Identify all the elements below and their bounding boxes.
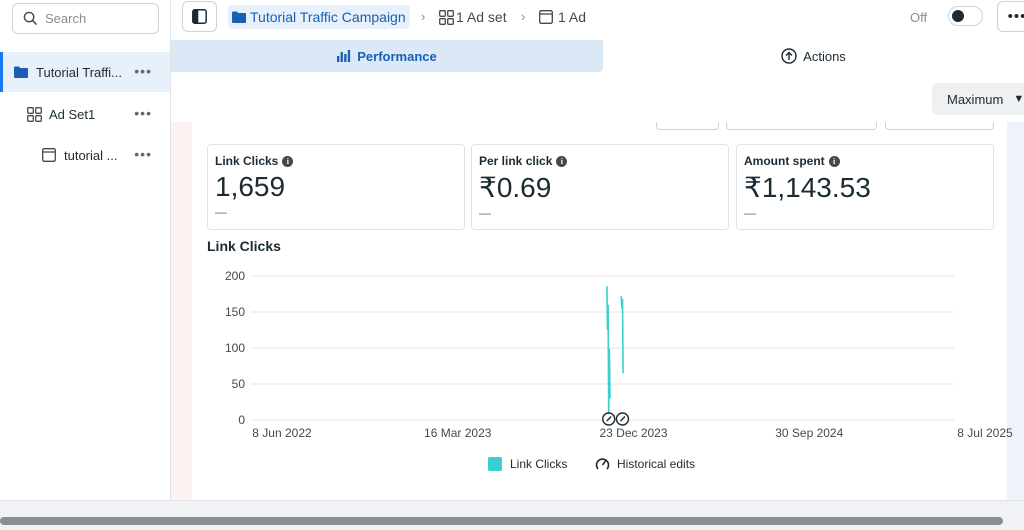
tab-actions-label: Actions: [803, 48, 846, 64]
search-box[interactable]: [12, 3, 159, 34]
toggle-knob: [952, 10, 964, 22]
y-tick-label: 150: [225, 305, 245, 319]
x-tick-label: 30 Sep 2024: [775, 426, 843, 440]
folder-icon: [13, 64, 29, 80]
grid-icon: [439, 9, 454, 25]
link-clicks-chart: 0 50 100 150 200 8 Jun 2022 16 Mar 2023 23 Dec …: [225, 269, 1013, 440]
sidebar-item-label: Ad Set1: [49, 106, 96, 122]
filter-button[interactable]: [656, 122, 719, 130]
more-options-icon[interactable]: •••: [134, 105, 152, 121]
sidebar-item-adset[interactable]: Ad Set1 •••: [0, 94, 170, 134]
metric-title: Per link click: [479, 154, 553, 168]
historical-edit-marker: [606, 416, 612, 422]
scrollbar-thumb[interactable]: [0, 517, 1003, 525]
legend-label: Link Clicks: [510, 457, 568, 471]
metric-title-wrap: Per link click i: [479, 154, 721, 168]
sidebar-item-ad[interactable]: tutorial ... •••: [0, 135, 170, 175]
chart-title: Link Clicks: [207, 238, 281, 254]
breadcrumb-adset-label: 1 Ad set: [456, 9, 507, 25]
x-tick-label: 16 Mar 2023: [424, 426, 492, 440]
tab-performance-label: Performance: [357, 48, 437, 64]
metric-card-amount-spent: Amount spent i ₹1,143.53 —: [736, 144, 994, 230]
grid-icon: [26, 106, 42, 122]
metric-comparison: —: [479, 206, 491, 220]
metric-comparison: —: [744, 206, 756, 220]
legend-label: Historical edits: [617, 457, 696, 471]
ad-icon: [41, 147, 57, 163]
breadcrumb-ad-label: 1 Ad: [558, 9, 587, 25]
horizontal-scrollbar[interactable]: [0, 500, 1024, 530]
legend-swatch: [488, 457, 502, 471]
metric-title-wrap: Amount spent i: [744, 154, 986, 168]
x-tick-label: 8 Jul 2025: [957, 426, 1013, 440]
metric-title: Amount spent: [744, 154, 825, 168]
more-options-icon[interactable]: •••: [134, 146, 152, 162]
legend-historical-edits[interactable]: Historical edits: [595, 457, 695, 471]
sidebar-item-label: tutorial ...: [64, 147, 118, 163]
caret-down-icon: ▼: [1013, 93, 1024, 105]
info-icon[interactable]: i: [556, 155, 568, 167]
breadcrumb-campaign-label: Tutorial Traffic Campaign: [250, 9, 406, 25]
tab-performance[interactable]: Performance: [171, 40, 603, 72]
top-bar: Tutorial Traffic Campaign › 1 Ad set › 1…: [171, 0, 1024, 38]
y-tick-label: 0: [238, 413, 245, 427]
y-tick-label: 200: [225, 269, 245, 283]
x-tick-label: 23 Dec 2023: [599, 426, 667, 440]
chevron-right-icon: ›: [521, 9, 526, 24]
series-line-link-clicks: [620, 296, 624, 374]
date-range-value: Maximum: [947, 91, 1004, 107]
info-icon[interactable]: i: [282, 155, 294, 167]
historical-edit-marker: [619, 416, 626, 422]
filter-button[interactable]: [885, 122, 994, 130]
tab-actions[interactable]: Actions: [603, 40, 1024, 72]
ad-icon: [539, 10, 553, 24]
sidebar-item-label: Tutorial Traffi...: [36, 64, 122, 80]
metric-value: ₹1,143.53: [744, 172, 871, 203]
metric-value: 1,659: [215, 171, 286, 202]
breadcrumb-adset[interactable]: 1 Ad set: [439, 5, 507, 29]
metric-value: ₹0.69: [479, 172, 552, 203]
x-tick-label: 8 Jun 2022: [252, 426, 312, 440]
series-line-link-clicks: [606, 286, 611, 413]
y-tick-label: 100: [225, 341, 245, 355]
legend-link-clicks[interactable]: Link Clicks: [488, 457, 567, 471]
metric-title-wrap: Link Clicks i: [215, 154, 457, 168]
sidebar-panel-icon: [192, 9, 207, 24]
breadcrumb-campaign[interactable]: Tutorial Traffic Campaign: [228, 5, 410, 29]
metric-card-link-clicks: Link Clicks i 1,659 —: [207, 144, 465, 230]
sidebar-item-campaign[interactable]: Tutorial Traffi... •••: [0, 52, 170, 92]
arrow-up-circle-icon: [781, 48, 797, 64]
metric-comparison: —: [215, 205, 227, 219]
sidebar: Tutorial Traffi... ••• Ad Set1 ••• tutor…: [0, 0, 171, 500]
bar-chart-icon: [337, 50, 351, 62]
performance-panel: Maximum ▼ Link Clicks i 1,659 — Per link …: [171, 72, 1024, 500]
date-range-dropdown[interactable]: Maximum ▼: [932, 83, 1024, 115]
info-icon[interactable]: i: [828, 155, 840, 167]
chevron-right-icon: ›: [421, 9, 426, 24]
search-icon: [23, 11, 38, 26]
toggle-sidebar-button[interactable]: [182, 1, 217, 32]
more-options-button[interactable]: •••: [997, 1, 1024, 32]
filter-button[interactable]: [726, 122, 877, 130]
folder-icon: [232, 11, 246, 23]
more-options-icon[interactable]: •••: [134, 63, 152, 79]
breadcrumb-ad[interactable]: 1 Ad: [539, 5, 586, 29]
y-tick-label: 50: [232, 377, 246, 391]
metric-title: Link Clicks: [215, 154, 279, 168]
on-off-toggle[interactable]: [948, 6, 983, 26]
search-input[interactable]: [45, 11, 145, 26]
historical-edit-icon: [595, 458, 610, 470]
toggle-status-label: Off: [910, 10, 928, 25]
metric-card-per-link-click: Per link click i ₹0.69 —: [471, 144, 729, 230]
